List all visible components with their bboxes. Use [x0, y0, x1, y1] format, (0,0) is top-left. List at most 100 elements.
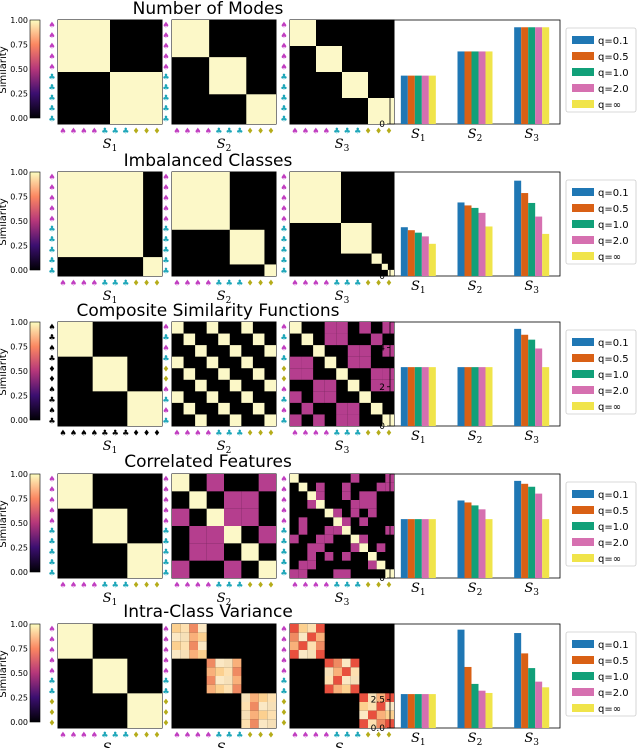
spade-icon: ♠ [162, 495, 169, 504]
colorbar [29, 171, 41, 271]
spade-icon: ♠ [194, 127, 201, 136]
heatmap-cell [189, 526, 207, 544]
heatmap-cell [183, 333, 196, 346]
spade-icon: ♠ [91, 127, 98, 136]
heatmap-cell [298, 650, 308, 659]
heatmap-cell [267, 693, 276, 702]
heatmap-cell [264, 379, 276, 392]
spade-icon: ♠ [48, 193, 55, 202]
heatmap-cell [324, 667, 334, 676]
club-icon: ♣ [122, 279, 129, 288]
bar [471, 51, 479, 124]
heatmap-cell [232, 658, 242, 668]
heatmap-cell [195, 345, 207, 357]
heatmap-cell [224, 526, 242, 544]
club-icon: ♣ [280, 333, 287, 342]
bar [535, 493, 543, 578]
heatmap-cell [359, 534, 368, 544]
spade-icon: ♠ [70, 731, 77, 740]
diamond-icon: ♦ [365, 581, 372, 590]
club-icon: ♣ [48, 677, 55, 686]
spade-icon: ♠ [48, 183, 55, 192]
heatmap-block [58, 624, 93, 659]
spade-icon: ♠ [205, 731, 212, 740]
heatmap-cell [258, 719, 268, 728]
bar [528, 339, 536, 426]
bar [528, 668, 536, 728]
club-icon: ♣ [280, 677, 287, 686]
heatmap-cell [267, 702, 276, 711]
legend-label: q=∞ [598, 100, 621, 111]
club-icon: ♣ [354, 429, 361, 438]
spade-icon: ♠ [48, 495, 55, 504]
heatmap-cell [241, 322, 253, 334]
colorbar [29, 473, 41, 573]
matrix-label: S3 [335, 741, 350, 748]
club-icon: ♣ [226, 279, 233, 288]
heatmap-cell [382, 322, 394, 334]
heatmap-cell [342, 569, 351, 578]
spade-icon: ♠ [280, 193, 287, 202]
diamond-icon: ♦ [153, 127, 160, 136]
heatmap-cell [290, 624, 299, 633]
diamond-icon: ♦ [267, 731, 274, 740]
club-icon: ♣ [48, 687, 55, 696]
club-icon: ♣ [122, 127, 129, 136]
heatmap-cell [359, 710, 368, 720]
heatmap-cell [206, 391, 219, 403]
heatmap-cell [347, 345, 360, 357]
bar [464, 502, 472, 578]
diamond-icon: ♦ [247, 127, 254, 136]
bar [535, 348, 543, 426]
club-icon: ♣ [280, 537, 287, 546]
legend-swatch [572, 204, 594, 212]
y-tick-label: 0 [379, 120, 385, 130]
heatmap-cell [324, 534, 334, 544]
club-icon: ♣ [48, 94, 55, 103]
spade-icon: ♠ [162, 41, 169, 50]
spade-icon: ♠ [280, 635, 287, 644]
heatmap-cell [198, 632, 207, 642]
spade-icon: ♠ [280, 62, 287, 71]
heatmap-cell [316, 534, 325, 544]
club-icon: ♣ [48, 527, 55, 536]
bar [542, 687, 550, 728]
heatmap-block [209, 57, 247, 95]
diamond-icon: ♦ [247, 279, 254, 288]
heatmap-cell [347, 379, 360, 392]
heatmap-cell [350, 534, 360, 544]
legend-swatch [572, 252, 594, 260]
heatmap-block [92, 508, 128, 544]
spade-icon: ♠ [70, 279, 77, 288]
heatmap-cell [290, 650, 299, 659]
diamond-icon: ♦ [247, 731, 254, 740]
heatmap-cell [258, 560, 276, 578]
spade-icon: ♠ [80, 581, 87, 590]
club-icon: ♣ [101, 581, 108, 590]
heatmap-cell [229, 345, 242, 357]
bar [528, 486, 536, 578]
heatmap-cell [359, 500, 368, 509]
heatmap-cell [215, 684, 224, 694]
colorbar [29, 19, 41, 119]
heatmap-cell [359, 345, 371, 357]
spade-icon: ♠ [280, 41, 287, 50]
spade-icon: ♠ [280, 204, 287, 213]
heatmap-cell [258, 710, 268, 720]
diamond-icon: ♦ [365, 429, 372, 438]
heatmap-cell [290, 474, 299, 483]
spade-icon: ♠ [162, 666, 169, 675]
panel-title: Composite Similarity Functions [76, 301, 339, 321]
y-tick-label: 2 [379, 222, 385, 232]
heatmap-cell [324, 552, 334, 561]
spade-icon: ♠ [48, 52, 55, 61]
diamond-icon: ♦ [162, 698, 169, 707]
spade-icon: ♠ [312, 429, 319, 438]
spade-icon: ♠ [302, 127, 309, 136]
x-tick-label: S3 [524, 731, 539, 748]
diamond-icon: ♦ [48, 375, 55, 384]
club-icon: ♣ [354, 127, 361, 136]
heatmap-cell [324, 658, 334, 668]
diamond-icon: ♦ [375, 581, 382, 590]
legend-swatch [572, 656, 594, 664]
